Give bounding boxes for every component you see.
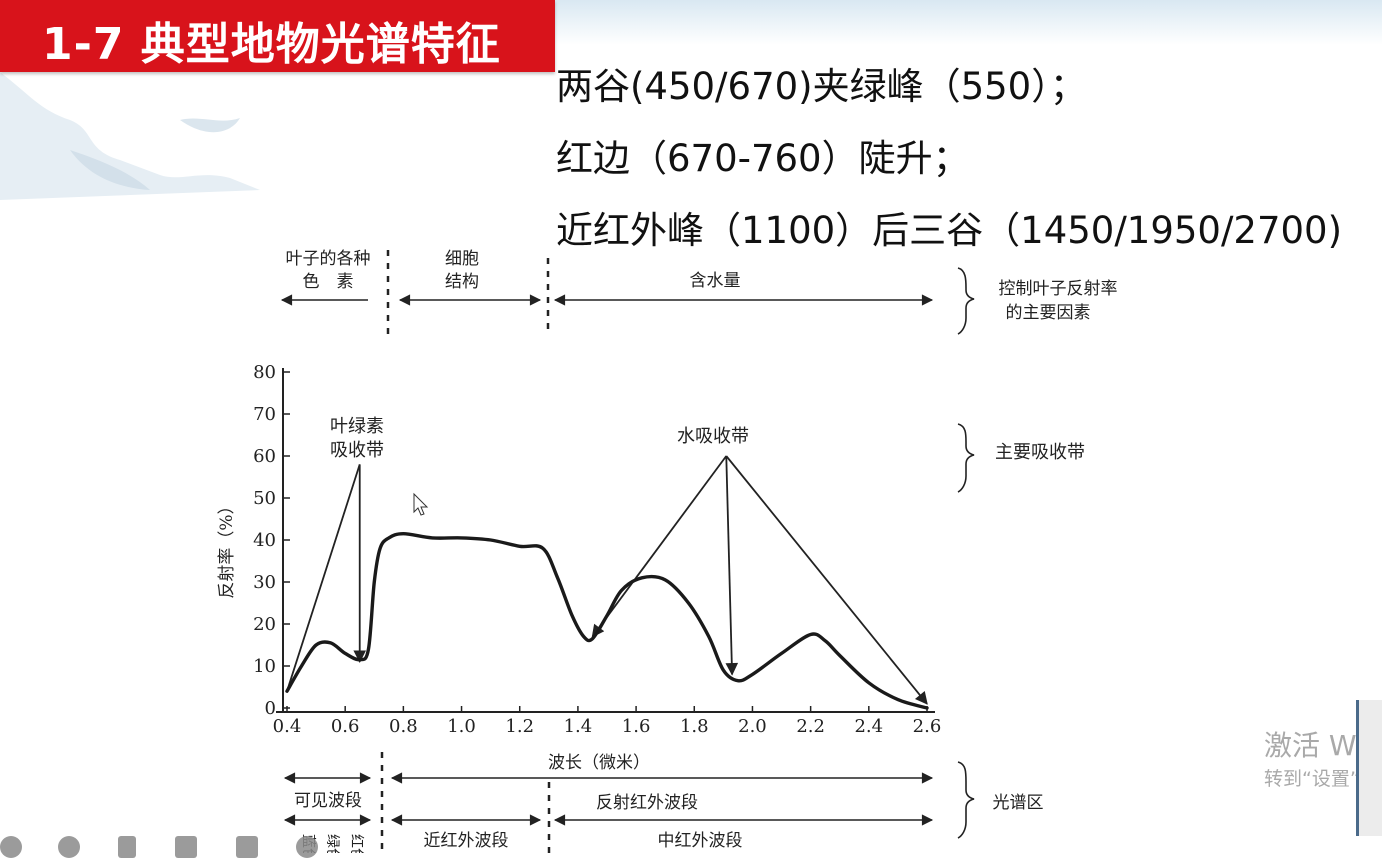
water-band-label: 水吸收带 [677, 426, 749, 447]
factors-right-label-1: 控制叶子反射率 [999, 279, 1118, 299]
factors-right-label-2: 的主要因素 [1006, 303, 1091, 323]
x-tick-label: 1.4 [564, 716, 593, 737]
x-tick-label: 1.8 [680, 716, 709, 737]
mouse-cursor-icon [413, 492, 429, 516]
y-axis-label: 反射率（%） [217, 497, 237, 598]
slide-title-bar: 1-7 典型地物光谱特征 [0, 0, 555, 72]
absorption-right-label: 主要吸收带 [995, 442, 1085, 463]
y-ticks: 0 10 20 30 40 50 60 70 80 [253, 362, 290, 719]
x-tick-label: 0.4 [273, 716, 302, 737]
y-tick-label: 70 [253, 404, 276, 425]
activation-watermark-title: 激活 Wi [1264, 729, 1364, 762]
factor-pigments-label-1: 叶子的各种 [286, 249, 371, 269]
x-ticks: 0.4 0.6 0.8 1.0 1.2 1.4 1.6 1.8 2.0 2.2 2.4 2.6 [273, 706, 942, 737]
x-tick-label: 0.6 [331, 716, 360, 737]
chlorophyll-label-1: 叶绿素 [330, 416, 384, 437]
absorption-brace [957, 423, 975, 493]
water-absorption-arrow-2 [725, 455, 739, 676]
chlorophyll-label-2: 吸收带 [330, 440, 384, 461]
water-absorption-arrow-1 [591, 455, 727, 638]
y-tick-label: 50 [253, 488, 276, 509]
color-band-green: 绿色 [324, 834, 341, 853]
pen-icon[interactable] [118, 836, 136, 858]
x-tick-label: 0.8 [389, 716, 418, 737]
y-tick-label: 40 [253, 530, 276, 551]
factor-pigments-label-2: 色 素 [303, 272, 354, 292]
mid-ir-label: 中红外波段 [658, 831, 743, 851]
y-tick-label: 10 [253, 656, 276, 677]
absorption-labels: 叶绿素 吸收带 水吸收带 主要吸收带 [330, 416, 1085, 463]
chlorophyll-rise-line [286, 464, 361, 692]
x-tick-label: 1.0 [447, 716, 476, 737]
x-tick-label: 2.2 [796, 716, 825, 737]
reflectance-curve [285, 532, 929, 710]
wavelength-label: 波长（微米） [548, 753, 650, 773]
x-tick-label: 2.6 [913, 716, 942, 737]
near-ir-label: 近红外波段 [424, 831, 509, 851]
activation-watermark-subtitle: 转到“设置”以 [1264, 768, 1379, 790]
key-point-3: 近红外峰（1100）后三谷（1450/1950/2700) [556, 209, 1343, 252]
side-panel-edge [1356, 700, 1382, 836]
x-tick-label: 2.0 [738, 716, 767, 737]
color-band-red: 红色 [348, 834, 365, 853]
next-slide-icon[interactable] [58, 836, 80, 858]
presentation-toolbar [0, 828, 330, 858]
slide-title: 1-7 典型地物光谱特征 [42, 19, 501, 70]
spectral-arrows [283, 752, 975, 853]
spectral-brace [957, 761, 975, 839]
zoom-icon[interactable] [175, 836, 197, 858]
factor-water-label: 含水量 [690, 271, 741, 291]
previous-slide-icon[interactable] [0, 836, 22, 858]
factor-cell-label-1: 细胞 [445, 249, 479, 269]
x-tick-label: 1.2 [505, 716, 534, 737]
factors-brace [957, 267, 975, 335]
x-tick-label: 2.4 [854, 716, 883, 737]
spectral-region-right-label: 光谱区 [993, 793, 1044, 813]
more-options-icon[interactable] [296, 836, 318, 858]
key-point-1: 两谷(450/670)夹绿峰（550）； [556, 65, 1087, 108]
y-tick-label: 0 [265, 698, 276, 719]
screen-icon[interactable] [236, 836, 258, 858]
visible-band-label: 可见波段 [294, 791, 362, 811]
reflective-ir-label: 反射红外波段 [596, 793, 698, 813]
y-tick-label: 20 [253, 614, 276, 635]
factor-cell-label-2: 结构 [445, 272, 479, 292]
factors-row: 叶子的各种 色 素 细胞 结构 含水量 控制叶子反射率 的主要因素 [286, 249, 1118, 323]
factor-arrows [280, 250, 975, 335]
water-absorption-arrow-3 [725, 455, 928, 705]
absorption-arrows [286, 455, 928, 705]
y-tick-label: 80 [253, 362, 276, 383]
y-tick-label: 60 [253, 446, 276, 467]
key-point-2: 红边（670-760）陡升； [556, 137, 970, 180]
spectral-region-row: 波长（微米） 可见波段 反射红外波段 近红外波段 中红外波段 光谱区 蓝色 绿色… [294, 753, 1044, 853]
x-tick-label: 1.6 [622, 716, 651, 737]
y-tick-label: 30 [253, 572, 276, 593]
